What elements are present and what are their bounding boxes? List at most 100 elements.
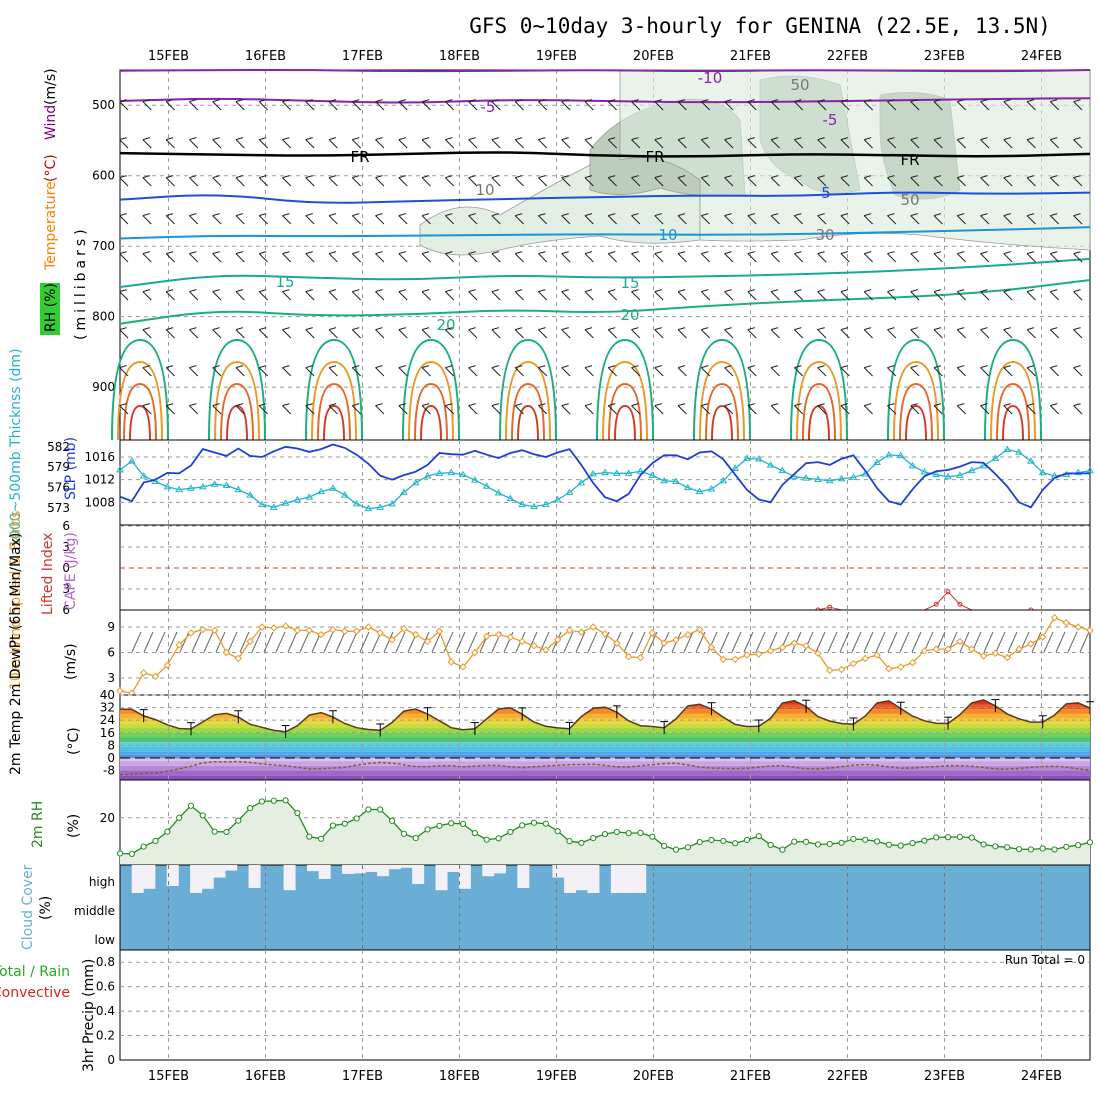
wind-barb <box>514 367 524 377</box>
wind-barb <box>1049 291 1060 301</box>
wind-barb <box>538 291 548 301</box>
wind-barb <box>305 101 315 111</box>
rh-point <box>388 817 396 824</box>
thickness-point <box>577 478 586 486</box>
wind-speed-point <box>281 622 290 630</box>
wind-barb-flag <box>421 251 430 255</box>
wind-barb <box>1073 291 1083 301</box>
rh-point <box>909 839 916 847</box>
wind-barb-flag <box>724 365 732 369</box>
wind-barb-flag <box>468 99 476 103</box>
wind-barb-flag <box>933 213 942 217</box>
cloud-clear-bar <box>458 865 471 889</box>
rh-point <box>802 838 810 845</box>
wind-barb-flag <box>794 99 802 103</box>
wind-barb <box>165 177 175 187</box>
wind-barb-flag <box>1050 213 1058 217</box>
wind-barb-flag <box>398 99 406 103</box>
wind-barb-flag <box>980 99 988 103</box>
rh-point <box>732 840 739 847</box>
rh2m-label: 2m RH <box>30 801 46 848</box>
slp-line <box>119 443 1090 509</box>
wind-barb <box>328 177 338 187</box>
wind-barb-flag <box>561 251 569 255</box>
wind-barb-flag <box>328 137 337 141</box>
wind-speed-point <box>518 637 526 646</box>
wind-barb-flag <box>1050 365 1058 369</box>
wind-barb <box>398 367 408 377</box>
wind-barb <box>654 253 664 263</box>
wind-barb-flag <box>165 137 174 141</box>
contour-label: -10 <box>698 69 723 87</box>
wind-barb-flag <box>538 213 546 217</box>
wind-barb-flag <box>561 365 569 369</box>
wind-barb <box>584 215 594 225</box>
thickness-point <box>139 472 148 479</box>
wind-barb-flag <box>980 403 988 407</box>
wind-barb-flag <box>259 213 267 217</box>
wind-barb <box>607 101 617 111</box>
wind-barb <box>203 631 214 653</box>
wind-barb-flag <box>631 213 639 217</box>
rh-point <box>862 836 869 843</box>
low-level-contour <box>499 338 557 441</box>
wind-barb <box>421 139 431 149</box>
thickness-point <box>127 457 136 464</box>
pressure-tick-label: 800 <box>92 310 115 324</box>
thickness-point <box>754 455 763 462</box>
cloud-clear-bar <box>342 865 355 874</box>
contour-label: 20 <box>436 316 455 334</box>
thickness-point <box>849 473 858 480</box>
wind-barb <box>351 253 362 263</box>
top-date-label: 17FEB <box>342 49 383 64</box>
thickness-point <box>352 499 361 507</box>
temperature-band <box>120 713 1090 719</box>
low-level-contour <box>117 360 163 441</box>
wind-barb-flag <box>864 289 872 293</box>
precip-unit: 3hr Precip (mm) <box>81 959 97 1072</box>
wind-speed-point <box>1003 653 1011 662</box>
wind-barb-flag <box>142 403 151 407</box>
wind-barb-flag <box>887 99 895 103</box>
wind-barb <box>1031 631 1042 653</box>
cloud-clear-bar <box>318 865 331 879</box>
wind-speed-point <box>388 636 396 644</box>
wind-barb <box>491 253 501 263</box>
wind-barb-flag <box>1050 175 1058 179</box>
wind-barb <box>887 405 897 415</box>
wind-barb-flag <box>584 137 593 141</box>
wind-barb-flag <box>1026 175 1035 179</box>
wind-barb <box>794 329 804 339</box>
wind10m-ylabel: 10m Wind Speed & Barbs (m/s) <box>8 511 79 690</box>
wind-barb-flag <box>980 365 988 369</box>
rh-point <box>873 838 881 845</box>
wind-barb <box>1003 367 1013 377</box>
cloud-clear-bar <box>131 865 144 893</box>
wind-barb-flag <box>701 137 709 141</box>
isotherm-line <box>119 97 1091 104</box>
thickness-point <box>908 461 917 469</box>
rh-point <box>980 841 987 848</box>
contour-label: FR <box>350 148 369 166</box>
rh-point <box>247 804 254 812</box>
wind-barb <box>1073 367 1083 377</box>
wind-barb-flag <box>142 365 151 369</box>
temperature-band <box>120 718 1090 724</box>
thickness-point <box>695 487 704 495</box>
wind-barb <box>584 291 594 301</box>
wind-barb <box>142 367 152 377</box>
chart-title: GFS 0~10day 3-hourly for GENINA (22.5E, … <box>469 14 1051 38</box>
wind-barb <box>817 291 827 301</box>
wind-barb-flag <box>608 365 616 369</box>
wind-barb-flag <box>980 175 988 179</box>
contour-label: 50 <box>900 191 919 209</box>
wind-barb-flag <box>794 289 802 293</box>
wind-barb-flag <box>1026 99 1035 103</box>
stability-ylabel: Lifted Index CAPE (J/kg) <box>40 532 79 615</box>
thickness-point <box>660 476 669 484</box>
cloud-clear-bar <box>564 865 577 893</box>
rh-point <box>992 843 999 850</box>
wind-barb-flag <box>375 327 383 331</box>
wind-tick-label: 9 <box>107 620 115 634</box>
wind-speed-point <box>577 628 586 636</box>
